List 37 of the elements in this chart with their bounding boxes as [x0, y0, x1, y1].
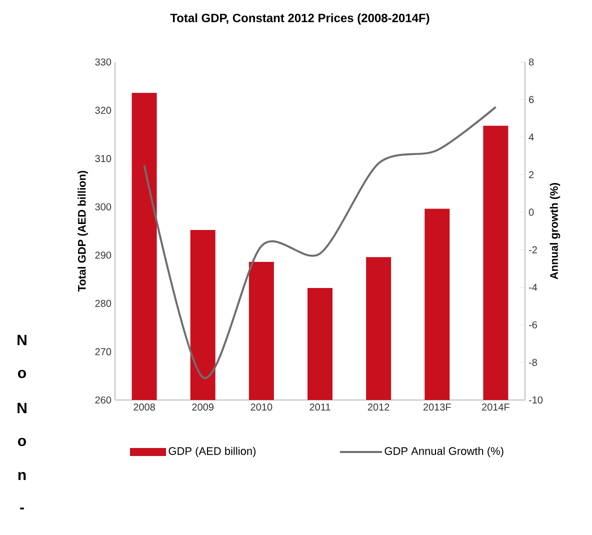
text: o — [18, 370, 26, 378]
y2-tick-label: -6 — [528, 321, 537, 328]
y2-tick-label: 2 — [529, 171, 534, 178]
text: N — [18, 402, 26, 414]
y-tick-label: 300 — [95, 203, 112, 210]
y2-tick-label: 8 — [528, 58, 534, 66]
y-tick-label: 270 — [95, 348, 112, 356]
x-tick-label: 2013F — [423, 404, 451, 411]
y2-tick-label: -2 — [528, 246, 537, 254]
x-tick-label: 2014F — [482, 404, 510, 411]
y2-tick-label: 4 — [528, 134, 534, 141]
x-tick-label: 2009 — [192, 404, 214, 411]
y2-tick-label: 6 — [529, 96, 534, 104]
x-tick-label: 2008 — [134, 404, 155, 411]
legend-label: GDP (AED billion) — [168, 446, 256, 458]
y-tick-label: 260 — [95, 396, 112, 404]
y2-tick-label: -8 — [528, 358, 537, 366]
x-tick-label: 2010 — [250, 404, 272, 411]
y-tick-label: 330 — [95, 58, 112, 66]
y-tick-label: 290 — [95, 252, 112, 259]
y2-tick-label: -4 — [528, 284, 538, 291]
x-tick-label: 2012 — [368, 404, 390, 411]
text: N — [18, 334, 26, 346]
y-tick-label: 280 — [95, 300, 112, 307]
line-series — [143, 106, 497, 378]
y-tick-label: 320 — [95, 106, 112, 114]
y2-axis-title: Annual growth (%) — [550, 182, 560, 280]
y2-tick-label: -10 — [528, 396, 543, 404]
text: n — [18, 472, 26, 480]
y2-tick-label: 0 — [528, 208, 534, 216]
text: o — [18, 438, 26, 446]
y-axis-title: Total GDP (AED billion) — [78, 170, 88, 292]
x-tick-label: 2011 — [310, 404, 330, 411]
legend-label: GDP Annual Growth (%) — [384, 446, 504, 458]
text: - — [20, 508, 24, 510]
y-tick-label: 310 — [95, 155, 112, 162]
chart-title: Total GDP, Constant 2012 Prices (2008-2014F) — [170, 13, 430, 25]
